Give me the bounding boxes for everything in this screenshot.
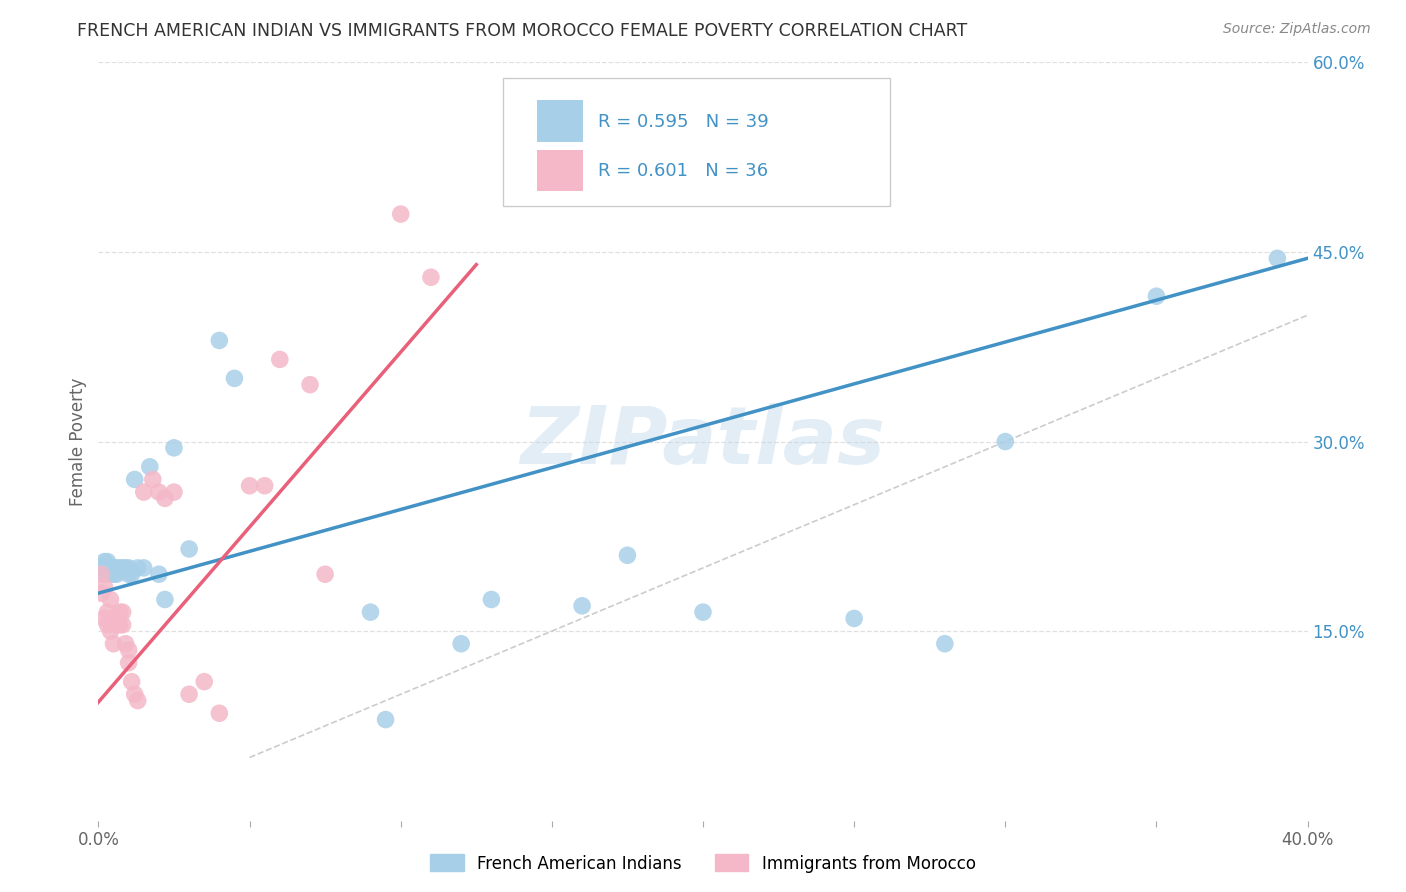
Point <box>481 592 503 607</box>
Point <box>142 473 165 487</box>
FancyBboxPatch shape <box>537 150 583 191</box>
Point <box>139 459 162 474</box>
Point <box>96 605 118 619</box>
Point <box>90 567 112 582</box>
Text: ZIPatlas: ZIPatlas <box>520 402 886 481</box>
Point <box>692 605 714 619</box>
Point <box>374 713 396 727</box>
Point <box>253 479 276 493</box>
Legend: French American Indians, Immigrants from Morocco: French American Indians, Immigrants from… <box>423 847 983 880</box>
Point <box>103 567 125 582</box>
Point <box>314 567 336 582</box>
Point <box>179 541 201 556</box>
Point <box>994 434 1017 449</box>
Point <box>1267 252 1289 266</box>
Point <box>616 548 638 563</box>
Point <box>224 371 246 385</box>
Point <box>90 586 112 600</box>
Point <box>124 473 146 487</box>
Point <box>114 561 136 575</box>
Point <box>571 599 593 613</box>
Point <box>108 617 131 632</box>
Point <box>153 592 176 607</box>
Y-axis label: Female Poverty: Female Poverty <box>69 377 87 506</box>
FancyBboxPatch shape <box>537 101 583 142</box>
Point <box>111 605 134 619</box>
Point <box>124 687 146 701</box>
Point <box>148 485 170 500</box>
FancyBboxPatch shape <box>503 78 890 207</box>
Point <box>103 561 125 575</box>
Point <box>105 617 128 632</box>
Point <box>163 485 186 500</box>
Point <box>450 637 472 651</box>
Point <box>179 687 201 701</box>
Point <box>100 624 122 639</box>
Point <box>127 693 149 707</box>
Point <box>121 567 143 582</box>
Point <box>148 567 170 582</box>
Point <box>108 605 131 619</box>
Point <box>118 656 141 670</box>
Point <box>114 637 136 651</box>
Point <box>96 561 118 575</box>
Point <box>96 617 118 632</box>
Point <box>93 555 115 569</box>
Point <box>193 674 215 689</box>
Point <box>127 561 149 575</box>
Point <box>108 561 131 575</box>
Point <box>239 479 262 493</box>
Point <box>105 561 128 575</box>
Point <box>100 567 122 582</box>
Point <box>96 555 118 569</box>
Point <box>163 441 186 455</box>
Text: FRENCH AMERICAN INDIAN VS IMMIGRANTS FROM MOROCCO FEMALE POVERTY CORRELATION CHA: FRENCH AMERICAN INDIAN VS IMMIGRANTS FRO… <box>77 22 967 40</box>
Point <box>90 561 112 575</box>
Point <box>100 592 122 607</box>
Point <box>121 674 143 689</box>
Text: Source: ZipAtlas.com: Source: ZipAtlas.com <box>1223 22 1371 37</box>
Point <box>934 637 956 651</box>
Point <box>132 485 155 500</box>
Point <box>111 561 134 575</box>
Point <box>118 643 141 657</box>
Point <box>103 637 125 651</box>
Point <box>1144 289 1167 303</box>
Point <box>389 207 412 221</box>
Point <box>208 334 231 348</box>
Point <box>100 561 122 575</box>
Point <box>118 567 141 582</box>
Point <box>103 611 125 625</box>
Point <box>153 491 176 506</box>
Point <box>93 611 115 625</box>
Point <box>844 611 866 625</box>
Point <box>93 580 115 594</box>
Text: R = 0.595   N = 39: R = 0.595 N = 39 <box>598 112 769 130</box>
Point <box>105 567 128 582</box>
Point <box>269 352 291 367</box>
Point <box>93 567 115 582</box>
Point <box>132 561 155 575</box>
Text: R = 0.601   N = 36: R = 0.601 N = 36 <box>598 161 768 180</box>
Point <box>118 561 141 575</box>
Point <box>360 605 382 619</box>
Point <box>111 617 134 632</box>
Point <box>420 270 443 285</box>
Point <box>208 706 231 721</box>
Point <box>299 377 322 392</box>
